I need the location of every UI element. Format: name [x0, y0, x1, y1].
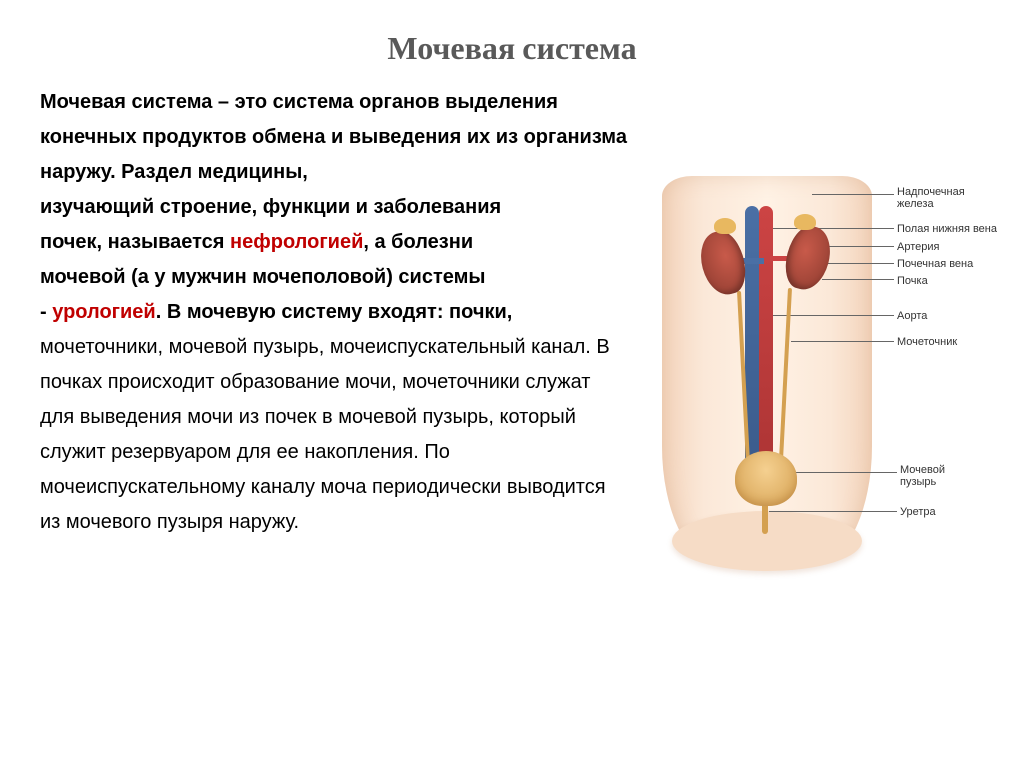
adrenal-right-shape	[794, 214, 816, 230]
label-adrenal: Надпочечнаяжелеза	[897, 186, 965, 210]
urinary-diagram: Надпочечнаяжелеза Полая нижняя вена Артери…	[642, 176, 1002, 566]
label-artery: Артерия	[897, 241, 939, 253]
p2c: , а болезни	[363, 231, 473, 253]
label-urethra: Уретра	[900, 506, 936, 518]
bladder-shape	[735, 451, 797, 506]
p2b: почек, называется	[40, 231, 230, 253]
lead-adrenal	[812, 194, 894, 195]
lead-bladder	[794, 472, 897, 473]
label-bladder: Мочевойпузырь	[900, 464, 945, 488]
adrenal-left-shape	[714, 218, 736, 234]
diagram-column: Надпочечнаяжелеза Полая нижняя вена Артери…	[642, 176, 1002, 566]
p2a: изучающий строение, функции и заболевани…	[40, 196, 501, 218]
lead-urethra	[769, 511, 897, 512]
page-title: Мочевая система	[40, 30, 984, 67]
label-kidney: Почка	[897, 275, 928, 287]
content-row: Мочевая система – это система органов вы…	[40, 85, 984, 540]
urethra-shape	[762, 502, 768, 534]
p2f: . В мочевую систему входят: почки,	[156, 301, 513, 323]
label-aorta: Аорта	[897, 310, 927, 322]
body-text: Мочевая система – это система органов вы…	[40, 85, 630, 540]
label-ureter: Мочеточник	[897, 336, 957, 348]
lead-vena_cava	[754, 228, 894, 229]
lead-kidney	[822, 279, 894, 280]
lead-ureter	[791, 341, 894, 342]
label-vena_cava: Полая нижняя вена	[897, 223, 997, 235]
label-renal_vein: Почечная вена	[897, 258, 973, 270]
p2d: мочевой (а у мужчин мочеполовой) системы	[40, 266, 486, 288]
p3: мочеточники, мочевой пузырь, мочеиспуска…	[40, 336, 610, 533]
p2e: -	[40, 301, 52, 323]
word-urology: урологией	[52, 301, 156, 323]
word-nephrology: нефрологией	[230, 231, 363, 253]
intro-line: Мочевая система – это система органов вы…	[40, 91, 627, 183]
